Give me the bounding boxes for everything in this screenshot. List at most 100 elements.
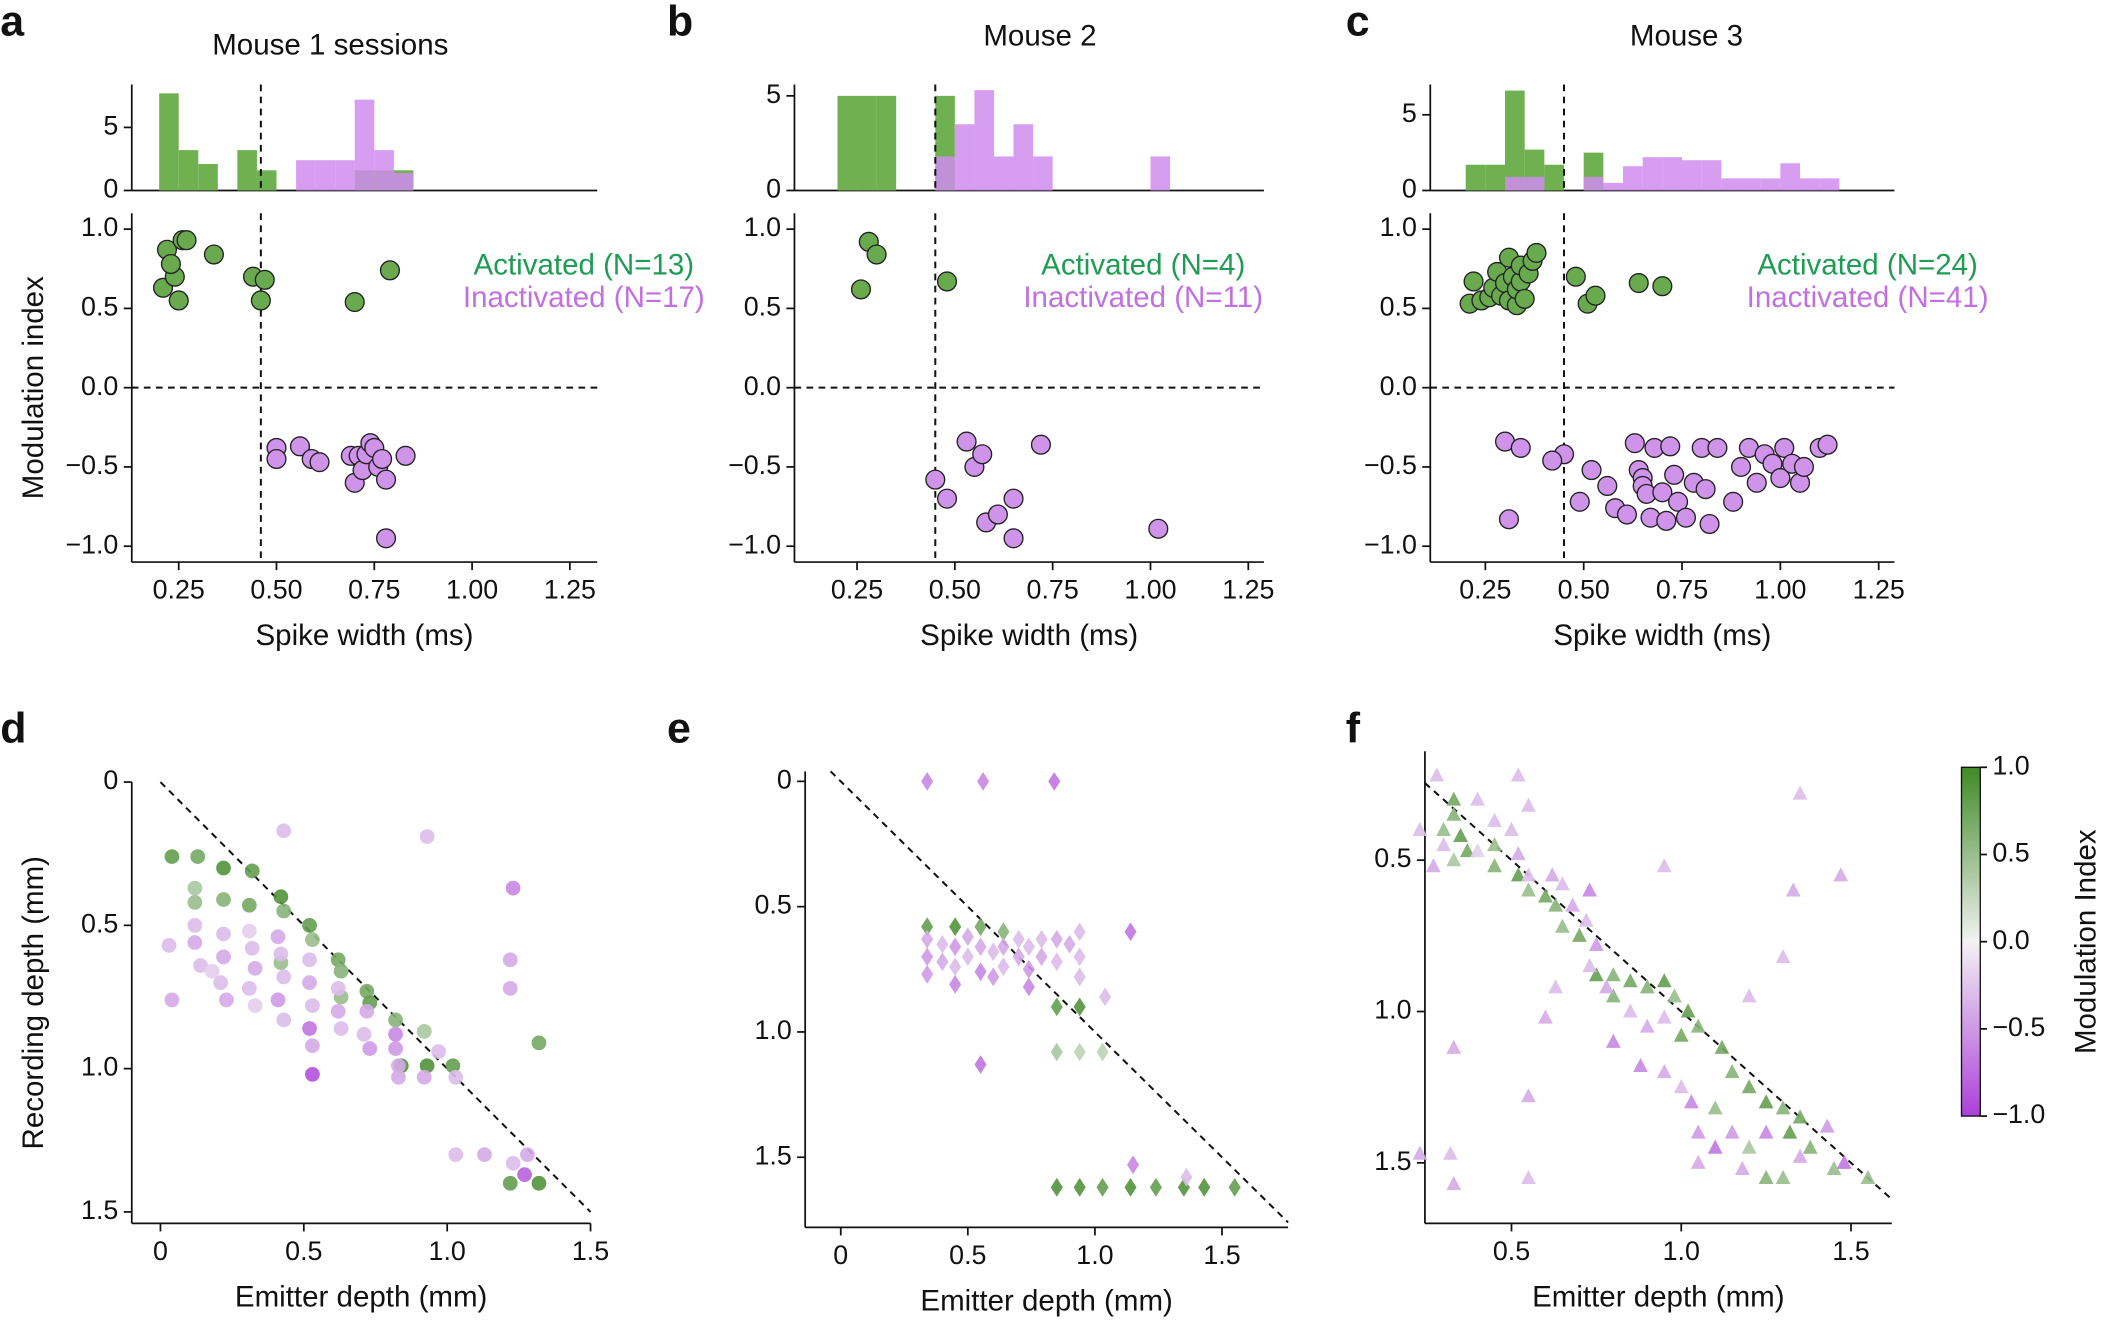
point <box>1793 456 1815 478</box>
point <box>270 992 286 1008</box>
y-tick-label: 1.5 <box>754 1140 791 1170</box>
point <box>1127 1155 1140 1175</box>
point <box>276 903 292 919</box>
point <box>1096 1042 1109 1062</box>
point <box>1746 472 1767 493</box>
point <box>961 927 974 947</box>
point <box>1622 973 1638 988</box>
point <box>1555 918 1570 933</box>
point <box>276 1012 292 1028</box>
point <box>974 1055 987 1074</box>
x-axis-label: Emitter depth (mm) <box>1532 1280 1784 1313</box>
point <box>448 1147 464 1162</box>
point <box>1504 821 1519 836</box>
point <box>1660 436 1681 457</box>
point <box>448 1069 464 1085</box>
colorbar-tick-label: 0.5 <box>1992 838 2029 868</box>
point <box>359 1003 375 1019</box>
point <box>1652 482 1673 503</box>
y-tick-label: 1.0 <box>1380 212 1417 242</box>
point <box>1652 276 1673 297</box>
x-tick-label: 1.0 <box>429 1236 466 1266</box>
point <box>1412 1145 1428 1160</box>
hist-bar <box>1465 164 1486 191</box>
point <box>1003 528 1024 549</box>
point <box>219 992 234 1008</box>
y-tick-label: −0.5 <box>65 450 118 480</box>
point <box>1639 1018 1655 1033</box>
point <box>1599 979 1614 994</box>
point <box>302 975 317 991</box>
point <box>921 964 934 984</box>
point <box>977 771 990 791</box>
point <box>1680 1003 1696 1018</box>
y-tick-label: 0.0 <box>1380 371 1417 401</box>
point <box>216 892 231 907</box>
legend-entry: Inactivated (N=11) <box>1023 281 1263 314</box>
point <box>1673 1079 1689 1094</box>
point <box>1510 867 1526 882</box>
point <box>1782 1124 1798 1139</box>
point <box>431 1044 446 1059</box>
x-tick-label: 0.25 <box>1459 575 1511 605</box>
point <box>250 290 271 311</box>
point <box>193 958 208 973</box>
point <box>1099 987 1112 1007</box>
y-tick-label: 0.5 <box>81 908 118 938</box>
panel-letter: f <box>1346 704 1361 752</box>
point <box>309 452 330 473</box>
hist-bar <box>1682 160 1702 191</box>
y-tick-label: 0.0 <box>744 371 781 401</box>
point <box>1521 867 1536 882</box>
point <box>921 771 934 791</box>
point <box>1616 504 1638 525</box>
x-tick-label: 0.75 <box>1027 575 1079 605</box>
point <box>266 448 287 470</box>
legend-entry: Activated (N=24) <box>1757 249 1978 282</box>
point <box>997 937 1010 957</box>
point <box>244 940 260 956</box>
point <box>1819 1118 1835 1133</box>
point <box>161 938 177 953</box>
point <box>1730 456 1752 478</box>
hist-bar <box>178 150 199 191</box>
hist-bar <box>1721 178 1742 191</box>
point <box>1656 510 1677 531</box>
point <box>1675 507 1697 528</box>
hist-bar <box>1662 157 1683 191</box>
point <box>1022 959 1035 979</box>
point <box>1734 1160 1750 1175</box>
y-tick-label: 5 <box>766 79 781 109</box>
point <box>1538 888 1553 903</box>
x-tick-label: 1.00 <box>1754 575 1806 605</box>
point <box>395 445 416 466</box>
point <box>1741 1079 1757 1094</box>
point <box>949 957 962 977</box>
point <box>936 934 949 954</box>
point <box>302 952 317 968</box>
legend-entry: Inactivated (N=41) <box>1747 281 1989 314</box>
point <box>1836 1154 1852 1169</box>
point <box>997 957 1010 977</box>
point <box>388 1012 403 1028</box>
point <box>1605 967 1621 982</box>
point <box>936 488 958 509</box>
point <box>1148 518 1169 539</box>
hist-bar <box>374 150 394 191</box>
x-axis-label: Spike width (ms) <box>255 619 473 652</box>
point <box>997 922 1010 942</box>
point <box>1510 437 1531 458</box>
point <box>1012 947 1025 967</box>
x-tick-label: 1.00 <box>446 575 498 605</box>
point <box>1538 1009 1553 1024</box>
y-tick-label: 0.5 <box>1374 843 1411 873</box>
hist-bar <box>1033 156 1053 191</box>
point <box>1443 1145 1458 1160</box>
colorbar <box>1960 766 1981 1117</box>
hist-bar <box>1505 90 1525 191</box>
point <box>1487 812 1502 827</box>
point <box>356 1026 372 1042</box>
point <box>1792 1109 1808 1124</box>
point <box>419 1058 435 1074</box>
